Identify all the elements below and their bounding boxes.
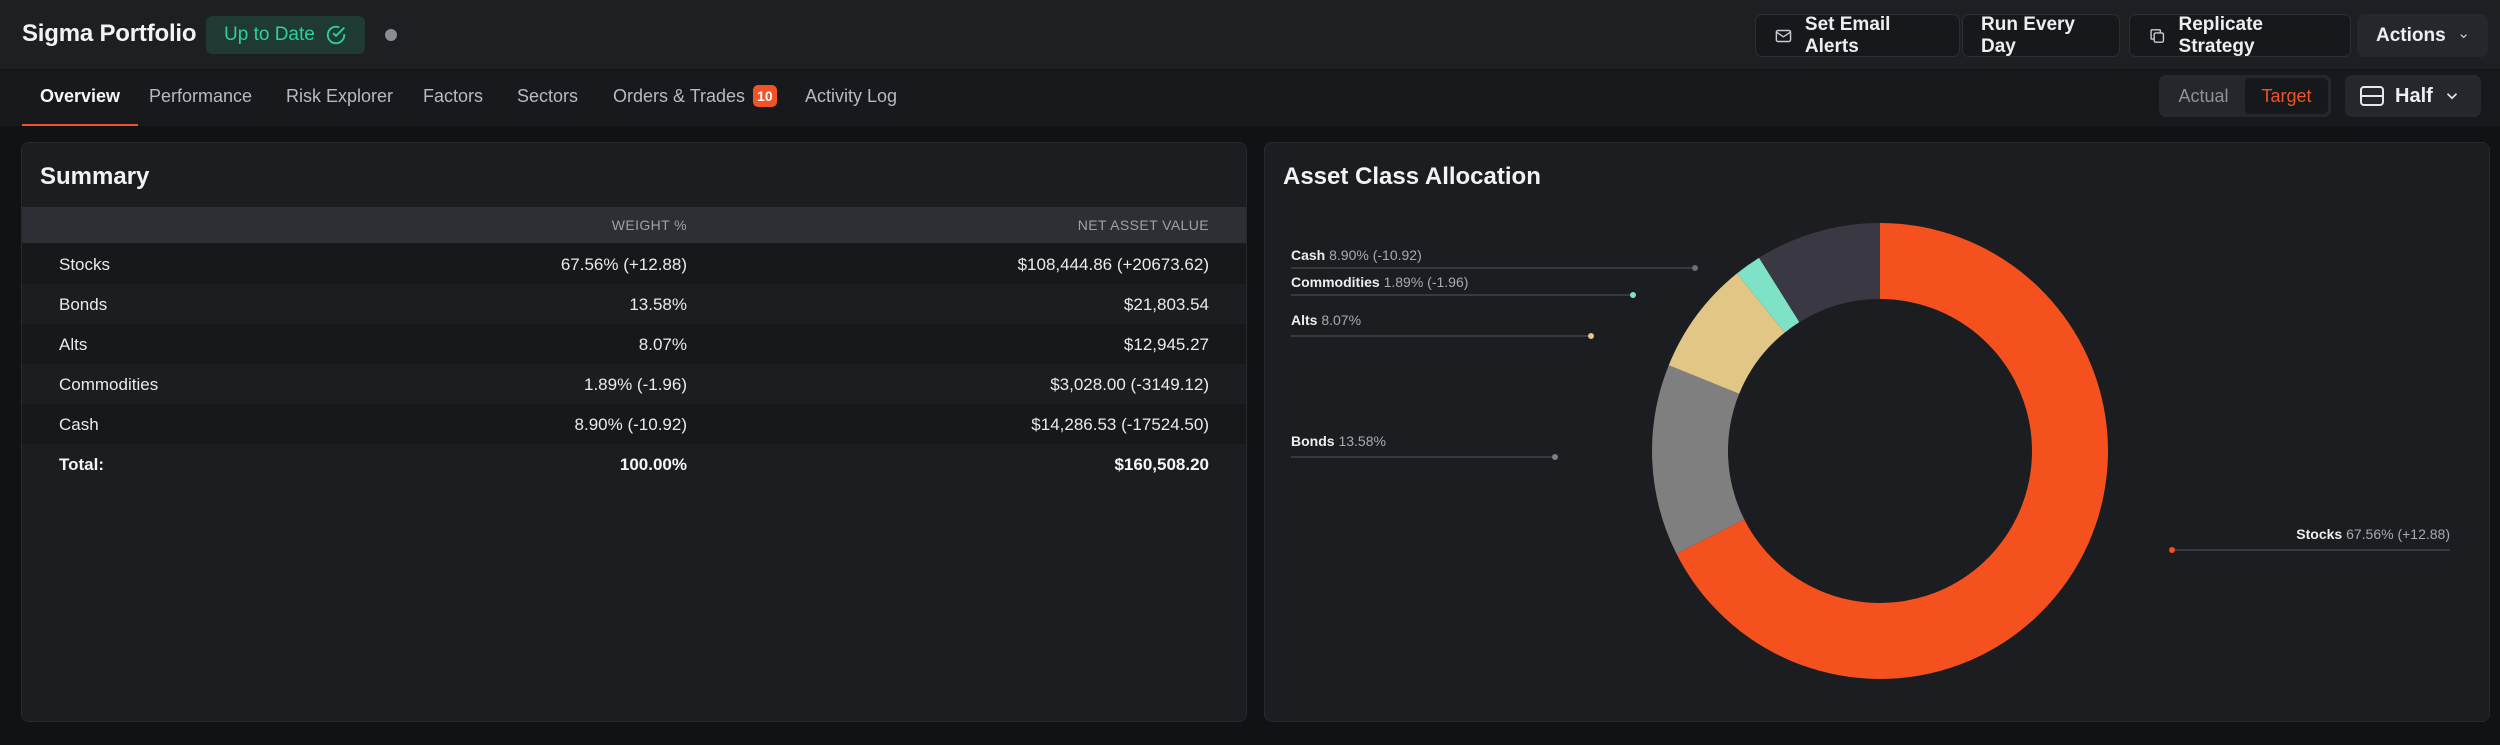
data-label-alts: Alts 8.07% bbox=[1291, 312, 1361, 328]
table-row: Cash 8.90% (-10.92) $14,286.53 (-17524.5… bbox=[22, 404, 1246, 444]
top-bar: Sigma Portfolio Up to Date Set Email Ale… bbox=[0, 0, 2500, 70]
asset-name: Stocks bbox=[59, 255, 111, 274]
tab-risk-explorer[interactable]: Risk Explorer bbox=[286, 86, 394, 106]
leader-dot-cash bbox=[1692, 265, 1698, 271]
data-label-commodities: Commodities 1.89% (-1.96) bbox=[1291, 274, 1468, 290]
allocation-panel: Stocks 67.56% (+12.88) Bonds 13.58% Alts 8… bbox=[1264, 142, 2490, 722]
table-row: Bonds 13.58% $21,803.54 bbox=[22, 284, 1246, 324]
table-row: Stocks 67.56% (+12.88) $108,444.86 (+206… bbox=[22, 244, 1246, 284]
set-email-alerts-button[interactable]: Set Email Alerts bbox=[1755, 14, 1960, 57]
total-nav: $160,508.20 bbox=[1114, 455, 1209, 474]
total-weight: 100.00% bbox=[619, 455, 687, 474]
leader-dot-bonds bbox=[1552, 454, 1558, 460]
donut-slice-bonds[interactable] bbox=[1652, 365, 1745, 554]
tab-factors[interactable]: Factors bbox=[423, 86, 484, 106]
asset-nav: $14,286.53 (-17524.50) bbox=[1031, 415, 1209, 434]
asset-weight: 8.07% bbox=[638, 335, 687, 354]
actions-dropdown[interactable]: Actions bbox=[2357, 14, 2488, 57]
layout-view-dropdown[interactable]: Half bbox=[2345, 75, 2481, 117]
tab-orders-trades-label: Orders & Trades bbox=[613, 86, 746, 106]
asset-weight: 67.56% (+12.88) bbox=[560, 255, 687, 274]
actions-label: Actions bbox=[2376, 24, 2446, 46]
nav-column-header: NET ASSET VALUE bbox=[1077, 217, 1209, 233]
asset-weight: 13.58% bbox=[629, 295, 687, 314]
status-badge[interactable]: Up to Date bbox=[206, 16, 365, 54]
leader-dot-alts bbox=[1588, 333, 1594, 339]
donut-slice-cash[interactable] bbox=[1759, 223, 1880, 323]
chevron-down-icon bbox=[2460, 33, 2467, 38]
asset-name: Bonds bbox=[59, 295, 108, 314]
summary-table-header: WEIGHT % NET ASSET VALUE bbox=[22, 207, 1246, 243]
allocation-donut-chart: Stocks 67.56% (+12.88) Bonds 13.58% Alts 8… bbox=[1291, 223, 2450, 679]
asset-name: Alts bbox=[59, 335, 88, 354]
tab-bar: Overview Performance Risk Explorer Facto… bbox=[0, 70, 2500, 126]
mail-icon bbox=[1775, 29, 1792, 42]
donut-slice-stocks[interactable] bbox=[1676, 223, 2108, 679]
status-label: Up to Date bbox=[224, 24, 315, 45]
tab-performance[interactable]: Performance bbox=[149, 86, 253, 106]
leader-dot-stocks bbox=[2169, 547, 2175, 553]
table-total-row: Total: 100.00% $160,508.20 bbox=[22, 444, 1246, 484]
asset-nav: $108,444.86 (+20673.62) bbox=[1017, 255, 1209, 274]
replicate-strategy-label: Replicate Strategy bbox=[2178, 13, 2263, 57]
asset-nav: $21,803.54 bbox=[1123, 295, 1209, 314]
tab-activity-log[interactable]: Activity Log bbox=[805, 86, 898, 106]
run-every-day-button[interactable]: Run Every Day bbox=[1962, 14, 2120, 57]
run-every-day-label: Run Every Day bbox=[1981, 13, 2075, 57]
toggle-target[interactable]: Target bbox=[2245, 78, 2328, 114]
table-row: Commodities 1.89% (-1.96) $3,028.00 (-31… bbox=[22, 364, 1246, 404]
donut-slice-alts[interactable] bbox=[1668, 273, 1785, 394]
allocation-title: Asset Class Allocation bbox=[1283, 163, 1541, 190]
orders-count-badge: 10 bbox=[753, 85, 777, 107]
table-row: Alts 8.07% $12,945.27 bbox=[22, 324, 1246, 364]
data-label-bonds: Bonds 13.58% bbox=[1291, 433, 1386, 449]
tab-orders-trades[interactable]: Orders & Trades 10 bbox=[613, 70, 777, 126]
portfolio-title: Sigma Portfolio bbox=[22, 20, 197, 47]
asset-nav: $12,945.27 bbox=[1123, 335, 1209, 354]
summary-title: Summary bbox=[40, 163, 150, 190]
split-layout-icon bbox=[2360, 86, 2384, 106]
check-circle-icon bbox=[326, 25, 345, 45]
layout-view-label: Half bbox=[2395, 84, 2433, 107]
copy-icon bbox=[2150, 28, 2165, 43]
total-label: Total: bbox=[59, 455, 105, 474]
chevron-down-icon bbox=[2446, 93, 2457, 100]
weight-column-header: WEIGHT % bbox=[611, 217, 687, 233]
tab-sectors[interactable]: Sectors bbox=[517, 86, 579, 106]
data-label-cash: Cash 8.90% (-10.92) bbox=[1291, 247, 1422, 263]
set-email-alerts-label: Set Email Alerts bbox=[1804, 13, 1891, 57]
replicate-strategy-button[interactable]: Replicate Strategy bbox=[2129, 14, 2351, 57]
actual-target-toggle: Actual Target bbox=[2159, 75, 2331, 117]
asset-name: Cash bbox=[59, 415, 99, 434]
asset-nav: $3,028.00 (-3149.12) bbox=[1050, 375, 1209, 394]
leader-dot-commodities bbox=[1630, 292, 1636, 298]
toggle-actual[interactable]: Actual bbox=[2178, 85, 2229, 106]
asset-weight: 1.89% (-1.96) bbox=[584, 375, 687, 394]
indicator-dot bbox=[385, 29, 397, 41]
tab-overview[interactable]: Overview bbox=[22, 70, 139, 126]
summary-panel: Summary WEIGHT % NET ASSET VALUE Stocks … bbox=[21, 142, 1247, 722]
data-label-stocks: Stocks 67.56% (+12.88) bbox=[2296, 526, 2450, 542]
asset-weight: 8.90% (-10.92) bbox=[574, 415, 687, 434]
asset-name: Commodities bbox=[59, 375, 159, 394]
donut-slice-commodities[interactable] bbox=[1736, 257, 1800, 333]
